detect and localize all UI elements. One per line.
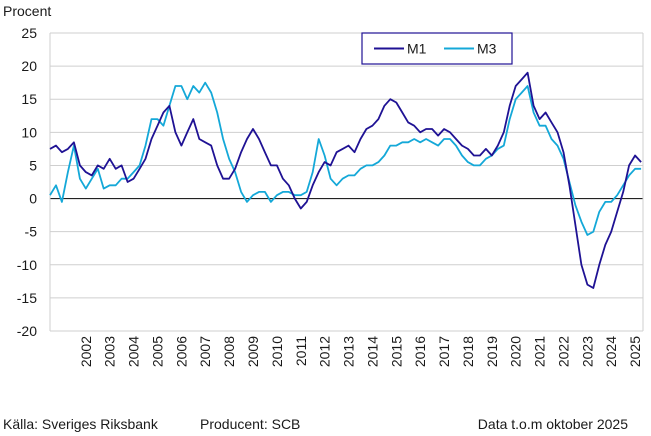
x-tick-label: 2013	[341, 336, 357, 367]
y-tick-label: -20	[17, 323, 37, 339]
y-tick-label: -5	[25, 224, 38, 240]
gridlines	[49, 32, 644, 332]
x-tick-label: 2015	[388, 336, 404, 367]
x-tick-label: 2023	[579, 336, 595, 367]
x-tick-label: 2007	[197, 336, 213, 367]
x-tick-label: 2016	[412, 336, 428, 367]
x-tick-label: 2004	[126, 336, 142, 367]
y-tick-label: 25	[21, 25, 37, 41]
x-tick-label: 2009	[245, 336, 261, 367]
data-note-text: Data t.o.m oktober 2025	[478, 416, 628, 432]
producer-text: Producent: SCB	[200, 416, 300, 432]
x-tick-label: 2022	[555, 336, 571, 367]
y-tick-label: 5	[29, 157, 37, 173]
x-tick-label: 2019	[484, 336, 500, 367]
x-tick-label: 2002	[78, 336, 94, 367]
y-tick-label: 15	[21, 91, 37, 107]
y-axis-label: Procent	[3, 3, 51, 19]
y-tick-label: -15	[17, 290, 37, 306]
legend-label-m3: M3	[477, 41, 497, 57]
x-tick-label: 2024	[603, 336, 619, 367]
x-tick-label: 2017	[436, 336, 452, 367]
x-tick-label: 2008	[221, 336, 237, 367]
x-tick-labels: 2002 2003 2004 2005 2006 2007 2008 2009 2010 2011…	[78, 336, 643, 367]
x-tick-label: 2025	[627, 336, 643, 367]
y-tick-label: 20	[21, 58, 37, 74]
x-tick-label: 2005	[149, 336, 165, 367]
x-tick-label: 2011	[293, 336, 309, 366]
x-tick-label: 2020	[508, 336, 524, 367]
x-tick-label: 2018	[460, 336, 476, 367]
x-tick-label: 2021	[532, 336, 548, 367]
y-tick-label: 0	[29, 191, 37, 207]
legend-label-m1: M1	[407, 41, 427, 57]
x-tick-label: 2012	[317, 336, 333, 367]
y-tick-label: 10	[21, 124, 37, 140]
series-line-m3	[49, 81, 642, 236]
x-tick-label: 2006	[173, 336, 189, 367]
y-tick-labels: 25 20 15 10 5 0 -5 -10 -15 -20	[17, 25, 37, 339]
series-line-m1	[49, 71, 642, 289]
y-tick-label: -10	[17, 257, 37, 273]
legend: M1 M3	[361, 32, 513, 65]
x-tick-label: 2003	[102, 336, 118, 367]
source-text: Källa: Sveriges Riksbank	[3, 416, 159, 432]
series-lines	[49, 71, 642, 289]
x-tick-label: 2010	[269, 336, 285, 367]
x-tick-label: 2014	[364, 336, 380, 367]
